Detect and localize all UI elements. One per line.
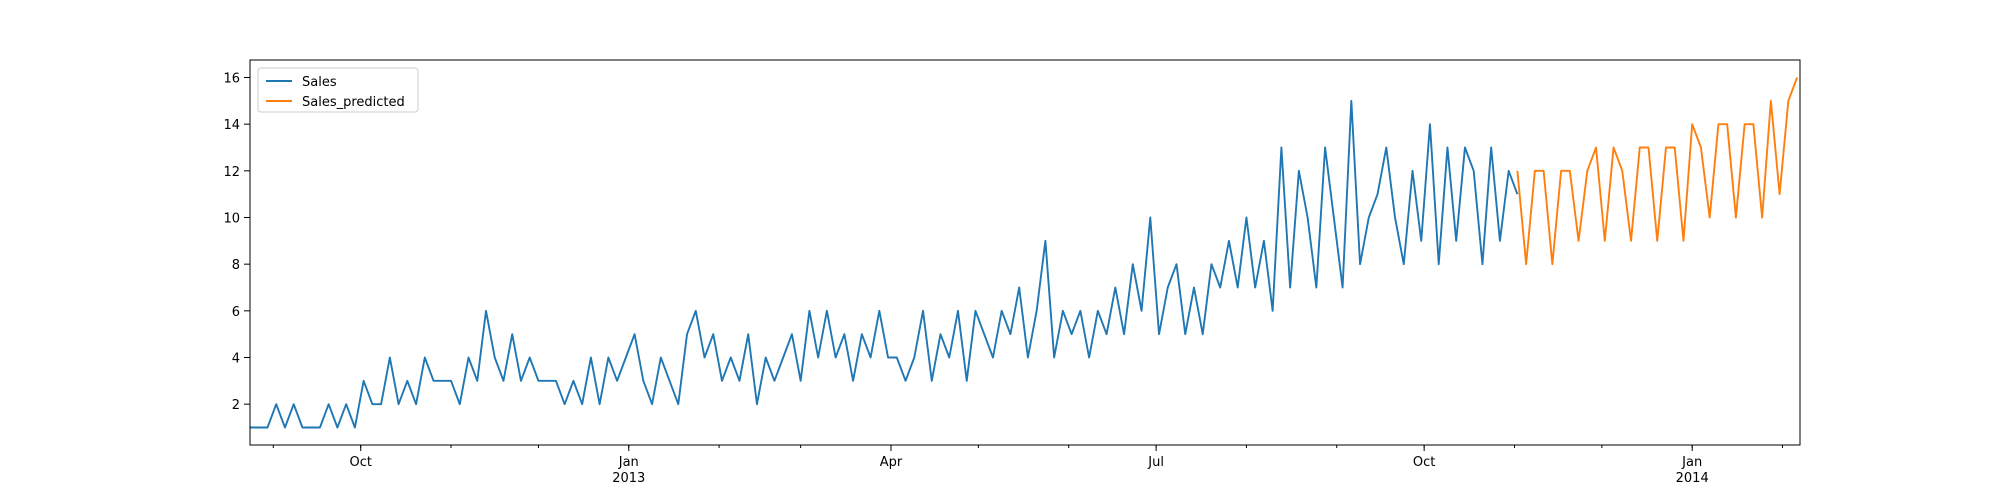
- y-tick-label: 8: [232, 258, 240, 273]
- x-tick-label: Jul: [1147, 455, 1164, 470]
- y-tick-label: 2: [232, 398, 240, 413]
- legend-label: Sales: [302, 75, 337, 90]
- x-tick-label: Oct: [1413, 455, 1435, 470]
- y-tick-label: 16: [223, 72, 240, 87]
- y-tick-label: 10: [223, 212, 240, 227]
- x-tick-label: Apr: [880, 455, 903, 470]
- line-series: [250, 99, 1519, 429]
- line-series: [1516, 77, 1798, 266]
- y-tick-label: 6: [232, 305, 240, 320]
- y-tick-label: 4: [232, 352, 240, 367]
- plot-frame: [249, 59, 1801, 446]
- x-tick-label: Jan 2013: [612, 455, 645, 486]
- x-tick-label: Jan 2014: [1676, 455, 1709, 486]
- legend-label: Sales_predicted: [302, 95, 405, 110]
- legend-box: [257, 67, 419, 113]
- y-tick-label: 14: [223, 118, 240, 133]
- x-tick-label: Oct: [349, 455, 371, 470]
- y-tick-label: 12: [223, 165, 240, 180]
